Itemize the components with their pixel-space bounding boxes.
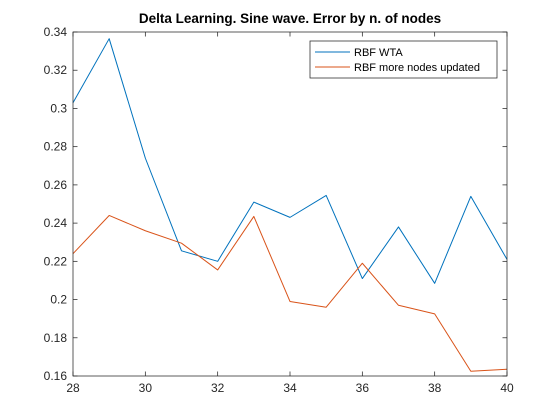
series-line-2 (72, 214, 508, 372)
legend-label-1: RBF WTA (354, 47, 403, 59)
axes-layer: 28 30 32 34 36 38 40 0.16 0.18 0.2 0.22 0.24 0.26 0.2… (44, 25, 514, 395)
x-tick-label: 38 (428, 381, 442, 395)
x-tick-label: 40 (500, 381, 514, 395)
series-layer (72, 38, 508, 372)
y-tick-label: 0.2 (50, 293, 67, 307)
y-tick-label: 0.28 (44, 140, 68, 154)
legend-box (309, 40, 498, 79)
y-tick-label: 0.16 (44, 369, 68, 383)
y-tick-label: 0.32 (44, 63, 68, 77)
x-tick-label: 32 (211, 381, 225, 395)
y-tick-label: 0.34 (44, 25, 68, 39)
legend: RBF WTA RBF more nodes updated (309, 40, 498, 79)
y-tick-label: 0.26 (44, 178, 68, 192)
x-tick-label: 28 (66, 381, 80, 395)
x-tick-label: 30 (139, 381, 153, 395)
chart-title: Delta Learning. Sine wave. Error by n. o… (139, 11, 441, 26)
legend-label-2: RBF more nodes updated (354, 62, 480, 74)
y-tick-label: 0.3 (50, 101, 67, 115)
y-tick-label: 0.24 (44, 216, 68, 230)
x-tick-label: 36 (356, 381, 370, 395)
x-tick-label: 34 (283, 381, 297, 395)
series-line-1 (72, 38, 508, 284)
plot-area (73, 32, 507, 376)
y-tick-label: 0.22 (44, 254, 68, 268)
y-tick-label: 0.18 (44, 331, 68, 345)
